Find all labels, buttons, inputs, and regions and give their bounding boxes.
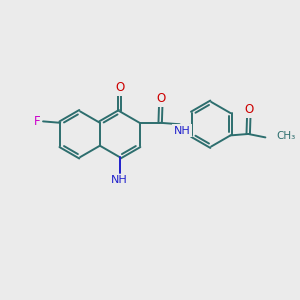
Text: O: O bbox=[115, 81, 124, 94]
Text: NH: NH bbox=[111, 175, 128, 185]
Text: O: O bbox=[244, 103, 254, 116]
Text: CH₃: CH₃ bbox=[276, 131, 296, 141]
Text: F: F bbox=[34, 115, 40, 128]
Text: NH: NH bbox=[173, 125, 190, 136]
Text: O: O bbox=[156, 92, 165, 105]
